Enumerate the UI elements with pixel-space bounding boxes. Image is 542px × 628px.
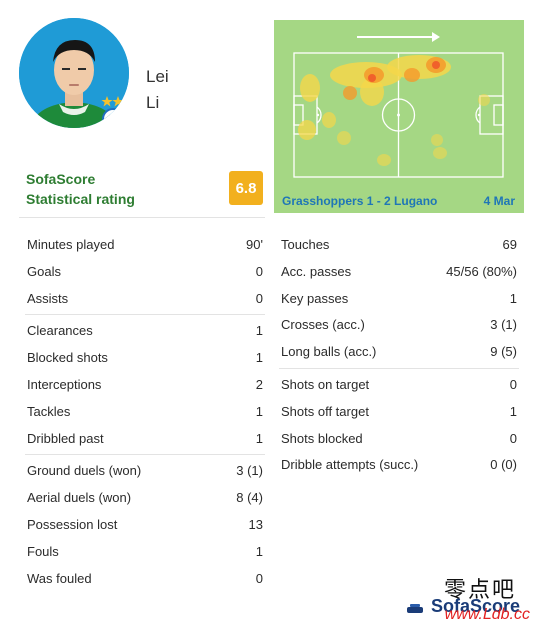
stat-row: Minutes played 90' (27, 232, 263, 259)
stat-row: Aerial duels (won) 8 (4) (27, 485, 263, 512)
stat-label: Dribble attempts (succ.) (281, 457, 419, 473)
stat-row: Dribbled past 1 (27, 426, 263, 453)
stat-row: Assists 0 (27, 286, 263, 313)
stat-value: 1 (509, 290, 517, 306)
stat-row: Tackles 1 (27, 399, 263, 426)
stat-row: Fouls 1 (27, 539, 263, 566)
stat-value: 8 (4) (236, 490, 263, 506)
stat-value: 1 (255, 323, 263, 339)
stat-label: Aerial duels (won) (27, 490, 132, 506)
stat-row: Clearances 1 (27, 318, 263, 345)
heat-zones (298, 55, 490, 166)
stat-row: Blocked shots 1 (27, 345, 263, 372)
player-last-name: Li (146, 93, 160, 112)
heatmap-pitch (274, 20, 524, 213)
stat-value: 1 (255, 350, 263, 366)
stat-value: 45/56 (80%) (446, 263, 517, 279)
stat-label: Touches (281, 237, 330, 252)
stat-value: 13 (248, 516, 263, 532)
stat-value: 2 (255, 376, 263, 392)
stat-value: 69 (502, 237, 517, 252)
stat-label: Possession lost (27, 516, 118, 532)
stat-row: Goals 0 (27, 259, 263, 286)
watermark-brand: SofaScore (430, 596, 520, 616)
watermark-url: www.Ldb.cc (444, 606, 530, 623)
stat-row: Shots off target 1 (281, 399, 517, 426)
stat-label: Long balls (acc.) (281, 344, 377, 360)
rating-source-label: SofaScore (26, 171, 96, 187)
stat-label: Was fouled (27, 570, 92, 586)
stat-value: 0 (509, 430, 517, 446)
stat-value: 0 (255, 290, 263, 306)
rating-badge: 6.8 (229, 171, 263, 205)
player-first-name: Lei (146, 67, 169, 86)
stat-label: Minutes played (27, 237, 115, 252)
stat-row: Touches 69 (281, 232, 517, 259)
stat-label: Clearances (27, 323, 93, 339)
stat-value: 3 (1) (236, 463, 263, 479)
stat-label: Dribbled past (27, 430, 104, 446)
stats-column-right: Touches 69 Acc. passes 45/56 (80%) Key passe… (279, 232, 519, 479)
stat-label: Blocked shots (27, 350, 108, 366)
stat-value: 1 (255, 430, 263, 446)
stat-label: Crosses (acc.) (281, 317, 365, 333)
stat-group-divider (25, 454, 265, 456)
stat-value: 0 (255, 263, 263, 279)
stat-row: Ground duels (won) 3 (1) (27, 458, 263, 485)
header-divider (19, 217, 265, 218)
stat-group-divider (25, 314, 265, 316)
stat-row: Possession lost 13 (27, 512, 263, 539)
heatmap-match-label[interactable]: Grasshoppers 1 - 2 Lugano (282, 194, 438, 208)
stat-label: Shots on target (281, 376, 370, 392)
stat-label: Tackles (27, 403, 71, 419)
stat-label: Assists (27, 290, 69, 306)
stat-row: Was fouled 0 (27, 566, 263, 593)
stat-row: Key passes 1 (281, 286, 517, 313)
stat-row: Dribble attempts (succ.) 0 (0) (281, 452, 517, 479)
stat-value: 90' (246, 237, 263, 252)
stat-row: Acc. passes 45/56 (80%) (281, 259, 517, 286)
stat-row: Long balls (acc.) 9 (5) (281, 339, 517, 366)
stat-label: Ground duels (won) (27, 463, 142, 479)
stat-label: Interceptions (27, 376, 102, 392)
svg-text:G: G (109, 114, 118, 126)
player-avatar: G (19, 18, 129, 128)
heatmap-match-date: 4 Mar (483, 194, 515, 208)
stat-value: 1 (255, 543, 263, 559)
player-photo: G (19, 18, 129, 128)
stat-value: 1 (255, 403, 263, 419)
stat-label: Key passes (281, 290, 349, 306)
stat-label: Shots blocked (281, 430, 363, 446)
stat-row: Crosses (acc.) 3 (1) (281, 312, 517, 339)
stat-value: 1 (509, 403, 517, 419)
rating-type-label: Statistical rating (26, 191, 135, 207)
stat-label: Shots off target (281, 403, 369, 419)
stats-column-left: Minutes played 90' Goals 0 Assists 0 Clearance… (25, 232, 265, 593)
stat-value: 0 (0) (490, 457, 517, 473)
stat-row: Interceptions 2 (27, 372, 263, 399)
stat-label: Goals (27, 263, 61, 279)
attack-direction-arrow-icon (357, 32, 440, 42)
stat-row: Shots blocked 0 (281, 426, 517, 453)
watermark-chinese-text: 零点吧 (443, 578, 516, 603)
heatmap-card: Grasshoppers 1 - 2 Lugano 4 Mar (274, 20, 524, 213)
stat-group-divider (279, 367, 519, 369)
stat-row: Shots on target 0 (281, 372, 517, 399)
stat-value: 3 (1) (490, 317, 517, 333)
stat-label: Fouls (27, 543, 59, 559)
stat-label: Acc. passes (281, 263, 352, 279)
stat-value: 0 (255, 570, 263, 586)
sofascore-logo-icon (407, 604, 423, 613)
watermark: 零点吧 SofaScore www.Ldb.cc (407, 572, 530, 626)
stat-value: 9 (5) (490, 344, 517, 360)
stat-value: 0 (509, 376, 517, 392)
